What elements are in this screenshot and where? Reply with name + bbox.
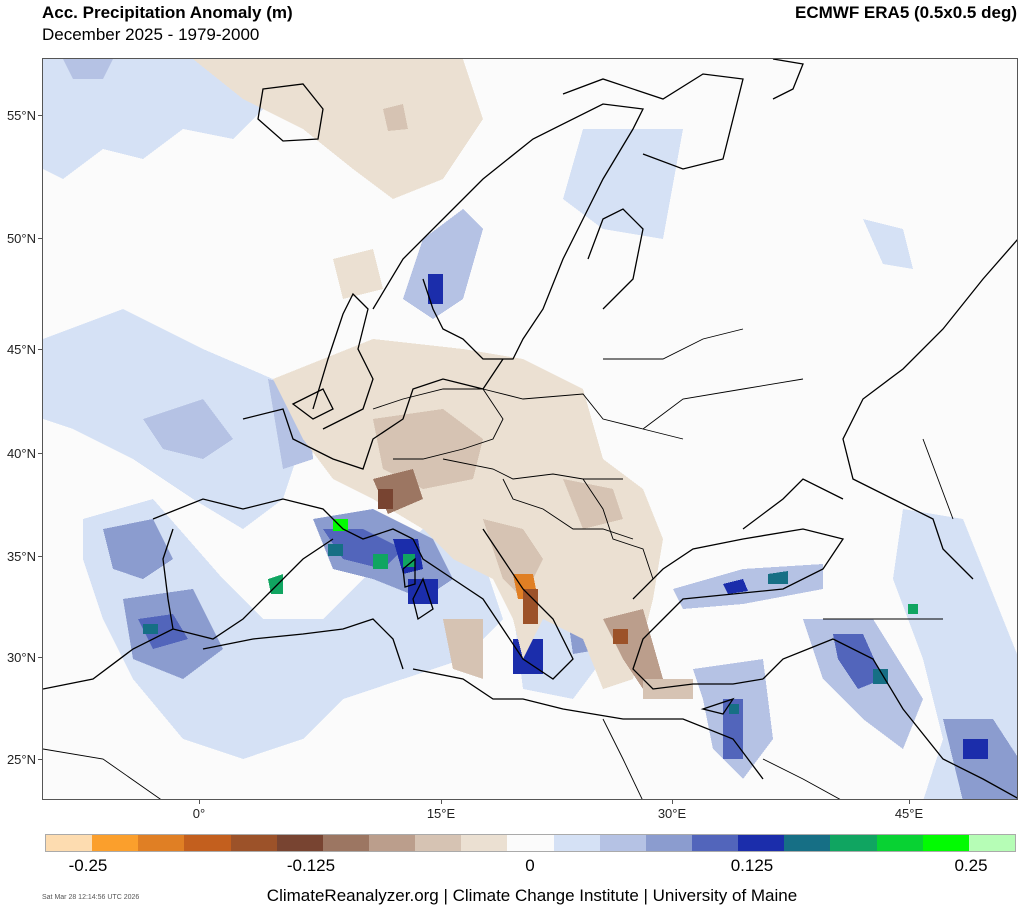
colorbar-segment — [738, 835, 785, 851]
lat-tick — [38, 453, 42, 454]
colorbar-segment — [968, 835, 1015, 851]
chart-title: Acc. Precipitation Anomaly (m) — [42, 3, 293, 22]
colorbar-segment — [368, 835, 416, 851]
colorbar-segment — [830, 835, 877, 851]
colorbar-segment — [599, 835, 646, 851]
colorbar-segment — [507, 835, 554, 851]
colorbar-segment — [415, 835, 462, 851]
lon-tick — [672, 800, 673, 804]
colorbar-segment — [553, 835, 600, 851]
lat-tick — [38, 759, 42, 760]
colorbar-segment — [46, 835, 93, 851]
generation-timestamp: Sat Mar 28 12:14:56 UTC 2026 — [42, 894, 140, 901]
lat-tick — [38, 115, 42, 116]
lon-label-30e: 30°E — [657, 806, 687, 821]
coastlines — [43, 59, 1017, 799]
colorbar-segment — [876, 835, 923, 851]
data-source-label: ECMWF ERA5 (0.5x0.5 deg) — [795, 3, 1017, 22]
colorbar-segment — [184, 835, 231, 851]
colorbar-tick-neg-mid: -0.125 — [286, 856, 336, 875]
lat-label-25n: 25°N — [6, 752, 36, 767]
lat-label-45n: 45°N — [6, 342, 36, 357]
lat-label-30n: 30°N — [6, 650, 36, 665]
lat-label-50n: 50°N — [6, 231, 36, 246]
colorbar-segment — [276, 835, 323, 851]
wet-anomaly-areas — [43, 59, 1017, 799]
colorbar — [45, 834, 1016, 852]
colorbar-segment — [230, 835, 277, 851]
lon-tick — [199, 800, 200, 804]
colorbar-segment — [922, 835, 969, 851]
lat-label-55n: 55°N — [6, 108, 36, 123]
map-plot-area — [42, 58, 1018, 800]
lon-label-0: 0° — [192, 806, 206, 821]
colorbar-tick-pos-mid: 0.125 — [730, 856, 774, 875]
lat-tick — [38, 556, 42, 557]
dry-anomaly-areas — [193, 59, 693, 699]
colorbar-segment — [784, 835, 831, 851]
colorbar-tick-max: 0.25 — [954, 856, 988, 875]
lon-tick — [909, 800, 910, 804]
lon-label-15e: 15°E — [426, 806, 456, 821]
lon-label-45e: 45°E — [894, 806, 924, 821]
colorbar-segment — [461, 835, 508, 851]
credit-line: ClimateReanalyzer.org | Climate Change I… — [266, 886, 798, 905]
lat-label-35n: 35°N — [6, 549, 36, 564]
lat-tick — [38, 238, 42, 239]
lat-tick — [38, 657, 42, 658]
colorbar-segment — [322, 835, 369, 851]
colorbar-segment — [92, 835, 139, 851]
colorbar-tick-min: -0.25 — [68, 856, 108, 875]
lat-label-40n: 40°N — [6, 446, 36, 461]
colorbar-segment — [645, 835, 692, 851]
colorbar-segment — [138, 835, 185, 851]
colorbar-segment — [691, 835, 739, 851]
anomaly-map — [43, 59, 1017, 799]
lat-tick — [38, 349, 42, 350]
country-borders — [43, 328, 954, 799]
colorbar-tick-zero: 0 — [525, 856, 535, 875]
lon-tick — [441, 800, 442, 804]
chart-subtitle: December 2025 - 1979-2000 — [42, 25, 260, 44]
